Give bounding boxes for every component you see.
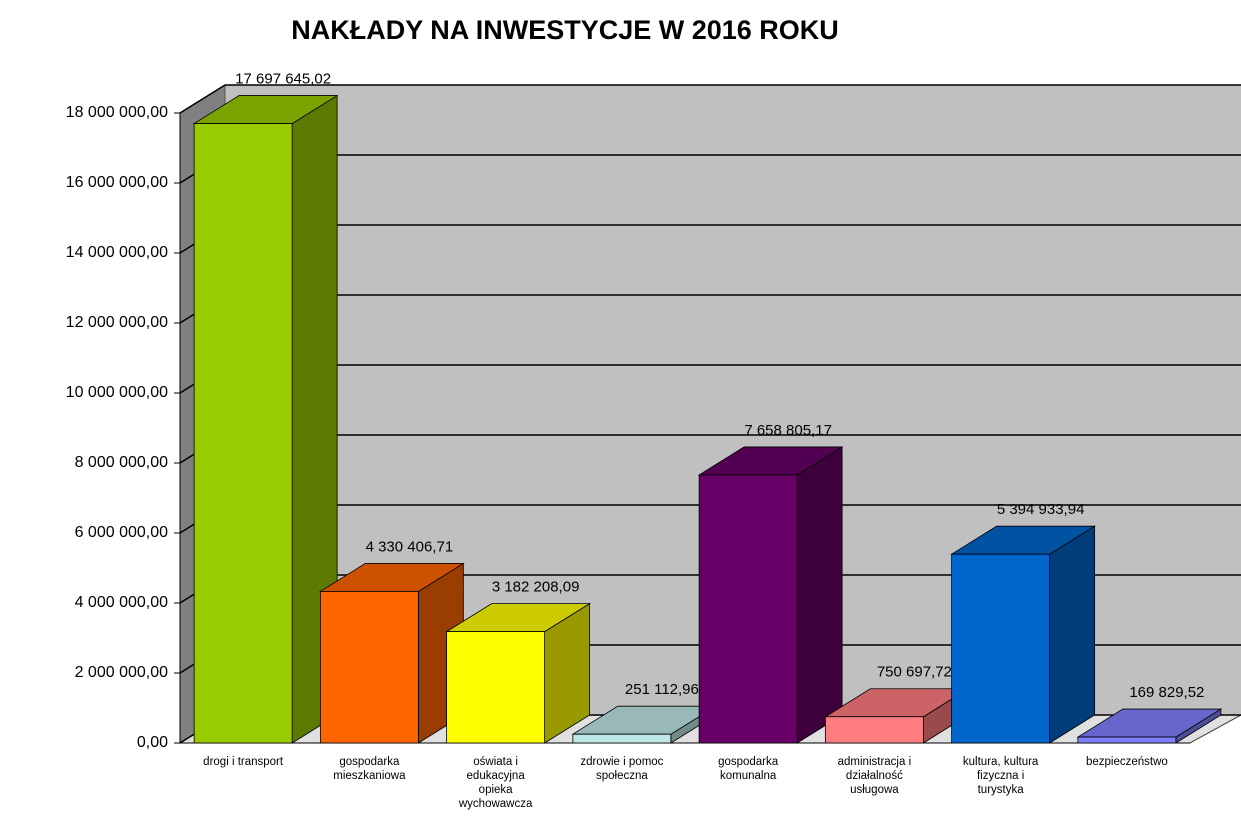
bar xyxy=(193,123,293,744)
bar xyxy=(951,553,1051,744)
bar xyxy=(824,716,924,744)
value-label: 17 697 645,02 xyxy=(235,71,331,88)
value-label: 7 658 805,17 xyxy=(744,422,832,439)
bar xyxy=(319,591,419,744)
y-tick-label: 8 000 000,00 xyxy=(75,454,169,471)
y-tick-label: 14 000 000,00 xyxy=(66,244,168,261)
x-tick-label: oświata i edukacyjna opieka wychowawcza xyxy=(458,756,533,810)
bar-side xyxy=(796,446,843,744)
value-label: 169 829,52 xyxy=(1129,684,1204,701)
value-label: 3 182 208,09 xyxy=(492,579,580,596)
bar xyxy=(572,733,672,744)
y-tick-label: 6 000 000,00 xyxy=(75,524,169,541)
x-tick-label: drogi i transport xyxy=(203,756,284,768)
x-tick-label: gospodarka mieszkaniowa xyxy=(333,756,406,782)
x-tick-label: administracja i działalność usługowa xyxy=(837,756,912,796)
value-label: 5 394 933,94 xyxy=(997,501,1085,518)
y-tick-label: 10 000 000,00 xyxy=(66,384,168,401)
y-tick-label: 2 000 000,00 xyxy=(75,664,169,681)
bar xyxy=(698,474,798,744)
y-tick-label: 16 000 000,00 xyxy=(66,174,168,191)
value-label: 750 697,72 xyxy=(877,664,952,681)
bar xyxy=(446,631,546,744)
bar xyxy=(1077,736,1177,744)
value-label: 251 112,96 xyxy=(625,681,699,698)
x-tick-label: bezpieczeństwo xyxy=(1085,756,1168,768)
bar-side xyxy=(1049,525,1096,744)
x-tick-label: zdrowie i pomoc społeczna xyxy=(580,756,664,782)
y-tick-label: 0,00 xyxy=(137,734,168,751)
y-tick-label: 4 000 000,00 xyxy=(75,594,169,611)
y-tick-label: 12 000 000,00 xyxy=(66,314,168,331)
grid-line xyxy=(179,84,226,114)
y-tick-label: 18 000 000,00 xyxy=(66,104,168,121)
chart-title: NAKŁADY NA INWESTYCJE W 2016 ROKU xyxy=(291,15,839,45)
value-label: 4 330 406,71 xyxy=(366,538,454,555)
x-tick-label: gospodarka komunalna xyxy=(718,756,779,782)
x-tick-label: kultura, kultura fizyczna i turystyka xyxy=(962,756,1039,796)
